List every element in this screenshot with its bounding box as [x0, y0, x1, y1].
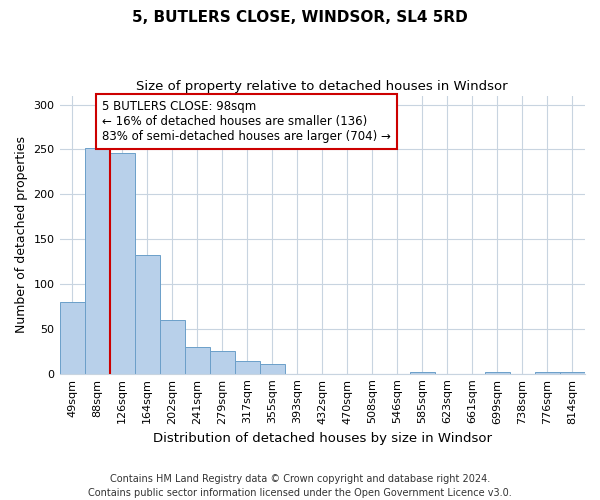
- Bar: [535, 372, 560, 374]
- Bar: [110, 153, 134, 374]
- Bar: [235, 361, 260, 374]
- Y-axis label: Number of detached properties: Number of detached properties: [15, 136, 28, 333]
- Bar: [59, 302, 85, 374]
- Bar: [209, 352, 235, 374]
- Bar: [485, 372, 510, 374]
- Bar: [260, 364, 285, 374]
- Text: 5, BUTLERS CLOSE, WINDSOR, SL4 5RD: 5, BUTLERS CLOSE, WINDSOR, SL4 5RD: [132, 10, 468, 25]
- Bar: [85, 148, 110, 374]
- X-axis label: Distribution of detached houses by size in Windsor: Distribution of detached houses by size …: [153, 432, 492, 445]
- Bar: [134, 256, 160, 374]
- Title: Size of property relative to detached houses in Windsor: Size of property relative to detached ho…: [136, 80, 508, 93]
- Text: 5 BUTLERS CLOSE: 98sqm
← 16% of detached houses are smaller (136)
83% of semi-de: 5 BUTLERS CLOSE: 98sqm ← 16% of detached…: [102, 100, 391, 143]
- Bar: [560, 372, 585, 374]
- Text: Contains HM Land Registry data © Crown copyright and database right 2024.
Contai: Contains HM Land Registry data © Crown c…: [88, 474, 512, 498]
- Bar: [160, 320, 185, 374]
- Bar: [185, 347, 209, 374]
- Bar: [410, 372, 435, 374]
